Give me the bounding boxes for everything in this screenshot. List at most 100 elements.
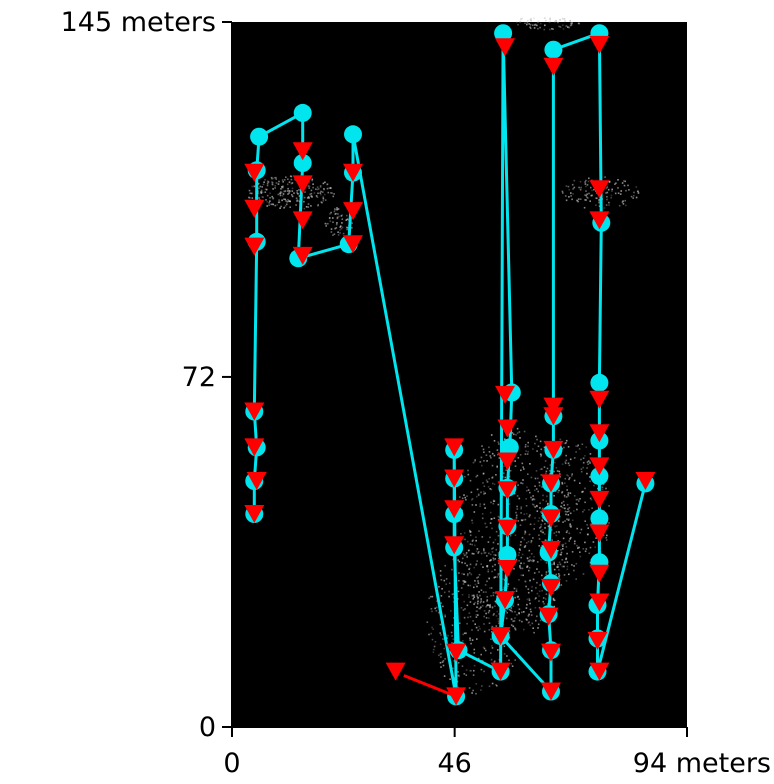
cloud-point [260, 192, 263, 194]
cloud-point [486, 526, 488, 528]
cloud-point [520, 562, 522, 564]
cloud-point [569, 492, 572, 494]
cloud-point [605, 487, 607, 490]
cloud-point [584, 181, 586, 183]
cloud-point [524, 444, 527, 446]
cloud-point [484, 522, 487, 525]
cloud-point [549, 18, 551, 20]
cloud-point [491, 631, 493, 633]
cloud-point [537, 477, 539, 480]
cloud-point [586, 461, 589, 463]
cloud-point [565, 185, 568, 187]
cloud-point [557, 566, 559, 568]
cloud-point [312, 186, 314, 189]
cloud-point [580, 468, 583, 470]
cloud-point [526, 557, 529, 560]
cloud-point [490, 628, 493, 630]
cloud-point [495, 474, 497, 476]
trajectory-point [500, 438, 519, 457]
cloud-point [495, 530, 498, 533]
cloud-point [570, 192, 572, 194]
cloud-point [598, 199, 601, 201]
marker-triangle [589, 180, 610, 199]
cloud-point [275, 178, 277, 180]
cloud-point [476, 595, 479, 598]
cloud-point [564, 507, 566, 510]
cloud-point [439, 570, 442, 572]
cloud-point [466, 556, 468, 558]
cloud-point [567, 508, 569, 510]
cloud-point [563, 561, 566, 564]
cloud-point [524, 446, 527, 448]
cloud-point [487, 570, 489, 573]
cloud-point [566, 489, 568, 491]
cloud-point [554, 490, 557, 492]
cloud-point [319, 186, 322, 188]
cloud-point [566, 565, 569, 568]
cloud-point [458, 675, 460, 678]
cloud-point [528, 23, 530, 25]
cloud-point [465, 669, 468, 671]
cloud-point [534, 506, 536, 508]
cloud-point [487, 541, 490, 543]
cloud-point [558, 25, 560, 28]
cloud-point [617, 192, 620, 194]
cloud-point [462, 609, 465, 611]
cloud-point [430, 608, 433, 610]
cloud-point [524, 531, 527, 534]
cloud-point [307, 206, 310, 208]
cloud-point [539, 527, 541, 529]
cloud-point [524, 530, 526, 533]
cloud-point [525, 512, 528, 515]
cloud-point [495, 684, 497, 686]
cloud-point [339, 226, 341, 228]
cloud-point [474, 459, 476, 461]
cloud-point [490, 658, 493, 661]
cloud-point [428, 633, 430, 636]
cloud-point [530, 553, 533, 555]
cloud-point [471, 639, 474, 641]
cloud-point [555, 531, 558, 533]
cloud-point [575, 578, 577, 580]
cloud-point [536, 24, 538, 27]
cloud-point [476, 577, 478, 579]
cloud-point [483, 549, 485, 552]
trajectory-point [293, 154, 312, 172]
cloud-point [440, 666, 442, 668]
cloud-point [606, 196, 608, 198]
cloud-point [527, 19, 529, 22]
cloud-point [435, 610, 438, 612]
marker-triangle [244, 402, 265, 421]
cloud-point [262, 183, 265, 186]
cloud-point [482, 490, 485, 493]
trajectory-point [590, 373, 609, 392]
cloud-point [492, 614, 495, 616]
cloud-point [333, 210, 336, 213]
cloud-point [274, 185, 277, 187]
cloud-point [473, 511, 476, 513]
cloud-point [341, 214, 343, 216]
cloud-point [283, 179, 286, 181]
cloud-point [556, 550, 559, 552]
cloud-point [263, 181, 265, 183]
cloud-point [565, 442, 567, 444]
cloud-point [303, 200, 305, 203]
trajectory-point [293, 103, 312, 122]
cloud-point [490, 501, 492, 504]
cloud-point [332, 221, 334, 223]
cloud-point [530, 19, 532, 22]
cloud-point [528, 621, 530, 623]
cloud-point [530, 614, 533, 616]
cloud-point [329, 187, 331, 189]
cloud-point [457, 590, 460, 593]
cloud-point [532, 24, 534, 26]
cloud-point [279, 194, 282, 197]
cloud-point [514, 628, 517, 630]
cloud-point [497, 649, 499, 651]
cloud-point [473, 586, 475, 589]
cloud-point [562, 545, 564, 548]
cloud-point [494, 538, 497, 541]
cloud-point [519, 20, 521, 23]
cloud-point [558, 531, 560, 533]
cloud-point [529, 463, 531, 465]
